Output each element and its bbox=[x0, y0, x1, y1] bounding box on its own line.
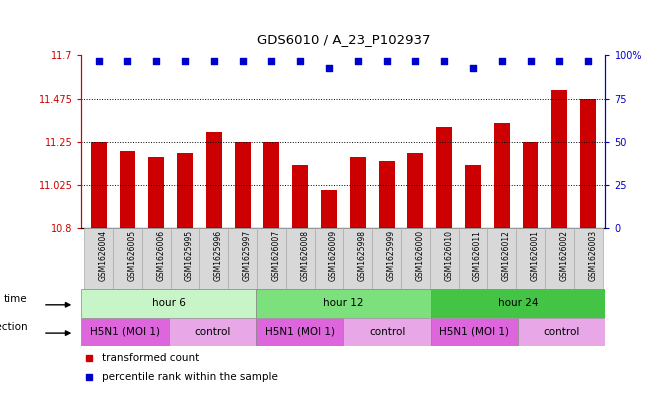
Text: time: time bbox=[4, 294, 27, 304]
Point bbox=[266, 57, 277, 64]
Point bbox=[497, 57, 507, 64]
Text: GSM1626011: GSM1626011 bbox=[473, 230, 482, 281]
Text: H5N1 (MOI 1): H5N1 (MOI 1) bbox=[265, 327, 335, 337]
Text: GSM1625998: GSM1625998 bbox=[358, 230, 367, 281]
Bar bbox=[256, 318, 344, 346]
Text: control: control bbox=[369, 327, 406, 337]
Bar bbox=[551, 90, 567, 228]
Point bbox=[94, 57, 104, 64]
Bar bbox=[516, 228, 545, 289]
Point bbox=[410, 57, 421, 64]
Bar bbox=[171, 228, 199, 289]
Point bbox=[324, 64, 334, 71]
Bar bbox=[292, 165, 308, 228]
Bar bbox=[518, 318, 605, 346]
Bar bbox=[286, 228, 314, 289]
Text: transformed count: transformed count bbox=[102, 353, 200, 364]
Bar bbox=[199, 228, 229, 289]
Bar bbox=[90, 142, 107, 228]
Bar bbox=[113, 228, 142, 289]
Text: GSM1626004: GSM1626004 bbox=[99, 230, 107, 281]
Text: GSM1626008: GSM1626008 bbox=[300, 230, 309, 281]
Text: GSM1626012: GSM1626012 bbox=[502, 230, 511, 281]
Text: GSM1626009: GSM1626009 bbox=[329, 230, 338, 281]
Point bbox=[554, 57, 564, 64]
Bar bbox=[321, 190, 337, 228]
Text: hour 24: hour 24 bbox=[498, 298, 538, 309]
Point bbox=[238, 57, 248, 64]
Bar bbox=[431, 289, 605, 318]
Bar bbox=[120, 151, 135, 228]
Text: GSM1625997: GSM1625997 bbox=[243, 230, 252, 281]
Point bbox=[353, 57, 363, 64]
Bar bbox=[580, 99, 596, 228]
Text: GSM1626000: GSM1626000 bbox=[415, 230, 424, 281]
Text: control: control bbox=[544, 327, 580, 337]
Text: hour 12: hour 12 bbox=[323, 298, 364, 309]
Bar bbox=[408, 153, 423, 228]
Text: GSM1626007: GSM1626007 bbox=[271, 230, 281, 281]
Text: GSM1625996: GSM1625996 bbox=[214, 230, 223, 281]
Bar bbox=[142, 228, 171, 289]
Text: H5N1 (MOI 1): H5N1 (MOI 1) bbox=[439, 327, 510, 337]
Point bbox=[381, 57, 392, 64]
Point bbox=[122, 57, 133, 64]
Bar bbox=[314, 228, 344, 289]
Text: GSM1626006: GSM1626006 bbox=[156, 230, 165, 281]
Point bbox=[208, 57, 219, 64]
Bar bbox=[344, 228, 372, 289]
Bar bbox=[401, 228, 430, 289]
Text: H5N1 (MOI 1): H5N1 (MOI 1) bbox=[90, 327, 160, 337]
Bar bbox=[177, 153, 193, 228]
Text: GSM1626003: GSM1626003 bbox=[588, 230, 597, 281]
Bar bbox=[465, 165, 481, 228]
Bar bbox=[372, 228, 401, 289]
Text: GSM1626002: GSM1626002 bbox=[559, 230, 568, 281]
Bar bbox=[494, 123, 510, 228]
Text: hour 6: hour 6 bbox=[152, 298, 186, 309]
Bar bbox=[169, 318, 256, 346]
Point bbox=[468, 64, 478, 71]
Bar bbox=[436, 127, 452, 228]
Bar bbox=[264, 142, 279, 228]
Text: GDS6010 / A_23_P102937: GDS6010 / A_23_P102937 bbox=[256, 33, 430, 46]
Bar bbox=[350, 157, 366, 228]
Point bbox=[525, 57, 536, 64]
Bar bbox=[81, 318, 169, 346]
Bar bbox=[257, 228, 286, 289]
Bar bbox=[574, 228, 603, 289]
Bar bbox=[229, 228, 257, 289]
Bar bbox=[430, 228, 458, 289]
Text: infection: infection bbox=[0, 322, 27, 332]
Point bbox=[295, 57, 305, 64]
Bar bbox=[523, 142, 538, 228]
Text: GSM1625999: GSM1625999 bbox=[387, 230, 396, 281]
Bar bbox=[235, 142, 251, 228]
Text: GSM1626005: GSM1626005 bbox=[128, 230, 137, 281]
Point bbox=[583, 57, 593, 64]
Bar bbox=[431, 318, 518, 346]
Bar bbox=[81, 289, 256, 318]
Text: control: control bbox=[194, 327, 230, 337]
Bar bbox=[488, 228, 516, 289]
Point bbox=[180, 57, 190, 64]
Bar bbox=[256, 289, 431, 318]
Point bbox=[439, 57, 449, 64]
Bar bbox=[206, 132, 222, 228]
Text: GSM1626001: GSM1626001 bbox=[531, 230, 540, 281]
Bar bbox=[84, 228, 113, 289]
Bar bbox=[344, 318, 431, 346]
Text: GSM1625995: GSM1625995 bbox=[185, 230, 194, 281]
Point bbox=[151, 57, 161, 64]
Bar bbox=[458, 228, 488, 289]
Bar bbox=[545, 228, 574, 289]
Bar bbox=[379, 161, 395, 228]
Text: GSM1626010: GSM1626010 bbox=[444, 230, 453, 281]
Bar bbox=[148, 157, 164, 228]
Text: percentile rank within the sample: percentile rank within the sample bbox=[102, 372, 278, 382]
